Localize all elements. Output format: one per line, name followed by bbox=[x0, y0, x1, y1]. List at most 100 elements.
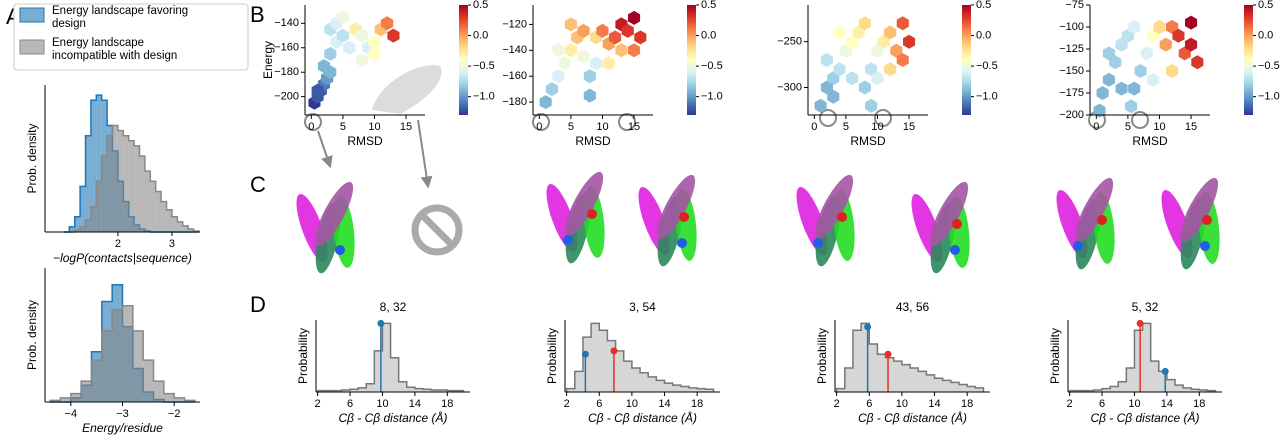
bar bbox=[1166, 379, 1175, 392]
bar bbox=[107, 135, 113, 232]
hexbin bbox=[1134, 64, 1147, 78]
hexbin bbox=[577, 23, 590, 38]
colorbar bbox=[687, 5, 696, 115]
hexbin bbox=[833, 62, 846, 77]
bar bbox=[358, 387, 367, 392]
hexbin bbox=[820, 53, 833, 67]
bar-outline bbox=[565, 322, 715, 392]
bar bbox=[414, 388, 423, 392]
stem-head bbox=[377, 319, 385, 327]
y-axis-label: Probability bbox=[815, 328, 829, 384]
hexbin bbox=[615, 43, 628, 58]
y-tick-label: −180 bbox=[502, 96, 527, 108]
hexbin bbox=[846, 34, 859, 49]
hexbin bbox=[355, 53, 368, 67]
bar bbox=[122, 305, 133, 402]
hexbin bbox=[558, 56, 571, 71]
bar bbox=[74, 229, 81, 232]
colorbar-tick-label: −1.0 bbox=[1258, 91, 1280, 103]
bar bbox=[869, 344, 878, 392]
y-axis-label: Prob. density bbox=[25, 123, 39, 193]
x-axis-label: Energy/residue bbox=[82, 421, 163, 435]
bar bbox=[934, 378, 943, 392]
y-tick-label: −140 bbox=[502, 44, 527, 56]
residue bbox=[1200, 241, 1210, 251]
bar bbox=[697, 388, 706, 392]
bar bbox=[382, 323, 391, 392]
bar bbox=[844, 368, 853, 392]
hexbin bbox=[387, 28, 400, 43]
hexbin bbox=[552, 69, 565, 84]
x-tick-label: −3 bbox=[116, 408, 129, 420]
hexbin bbox=[621, 23, 634, 38]
bar bbox=[877, 354, 886, 392]
hexbin bbox=[877, 34, 890, 49]
bar bbox=[112, 309, 123, 402]
hexbin bbox=[1115, 81, 1128, 96]
bar bbox=[80, 226, 86, 232]
bar bbox=[174, 397, 185, 402]
bar bbox=[85, 219, 91, 232]
bar-outline bbox=[49, 304, 196, 402]
x-axis-label: Cβ - Cβ distance (Å) bbox=[858, 410, 967, 425]
bar bbox=[1102, 388, 1111, 392]
y-tick-label: −125 bbox=[1059, 43, 1084, 55]
x-tick-label: 0 bbox=[308, 121, 314, 133]
x-tick-label: 5 bbox=[568, 121, 574, 133]
legend-entry: Energy landscape incompatible with desig… bbox=[52, 37, 177, 62]
hexbin bbox=[896, 53, 909, 67]
hexbin bbox=[1128, 20, 1141, 34]
colorbar-tick-label: 0.5 bbox=[1258, 0, 1273, 11]
bar-outline bbox=[1068, 322, 1217, 392]
x-tick-label: 10 bbox=[1128, 398, 1140, 410]
bar bbox=[885, 357, 894, 392]
bar bbox=[959, 384, 968, 392]
helix bbox=[1179, 177, 1219, 243]
bar bbox=[1174, 385, 1184, 392]
x-tick-label: 0 bbox=[811, 121, 817, 133]
colorbar-tick-label: 0.5 bbox=[976, 0, 991, 11]
colorbar-tick-label: 0.0 bbox=[1258, 29, 1273, 41]
x-tick-label: 14 bbox=[1161, 398, 1173, 410]
x-axis-label: RMSD bbox=[575, 134, 611, 148]
hexbin bbox=[814, 98, 827, 113]
bar bbox=[90, 100, 97, 232]
y-tick-label: −180 bbox=[274, 66, 299, 78]
bar bbox=[422, 389, 432, 392]
bar bbox=[672, 385, 681, 392]
x-tick-label: 2 bbox=[115, 238, 121, 250]
x-axis-label: Cβ - Cβ distance (Å) bbox=[588, 410, 697, 425]
stem-head bbox=[1161, 367, 1169, 375]
bar bbox=[680, 386, 689, 392]
y-axis-label: Energy bbox=[261, 41, 275, 79]
hexbin bbox=[596, 23, 609, 38]
colorbar bbox=[962, 5, 971, 115]
y-tick-label: −160 bbox=[502, 70, 527, 82]
bar bbox=[664, 383, 673, 392]
x-tick-label: 2 bbox=[564, 398, 570, 410]
x-tick-label: 10 bbox=[376, 398, 388, 410]
hexbin bbox=[628, 10, 641, 25]
chart-title: 8, 32 bbox=[380, 300, 407, 314]
bar bbox=[406, 387, 415, 392]
hexbin bbox=[858, 16, 871, 31]
x-tick-label: 10 bbox=[896, 398, 908, 410]
y-tick-label: −100 bbox=[1059, 21, 1084, 33]
bar bbox=[96, 95, 102, 232]
bar bbox=[163, 393, 175, 402]
hexbin bbox=[343, 40, 356, 55]
hexbin bbox=[583, 88, 596, 103]
bar bbox=[112, 125, 118, 232]
bar bbox=[1110, 386, 1119, 392]
hexbin bbox=[577, 49, 590, 64]
residue bbox=[679, 212, 689, 222]
bar bbox=[144, 171, 151, 232]
x-tick-label: 18 bbox=[1193, 398, 1205, 410]
bar bbox=[861, 323, 870, 392]
x-tick-label: 5 bbox=[340, 121, 346, 133]
hexbin bbox=[355, 28, 368, 43]
y-axis-label: Prob. density bbox=[25, 300, 39, 370]
bar bbox=[1118, 381, 1127, 392]
no-sign bbox=[411, 204, 463, 256]
y-tick-label: −300 bbox=[777, 81, 802, 93]
